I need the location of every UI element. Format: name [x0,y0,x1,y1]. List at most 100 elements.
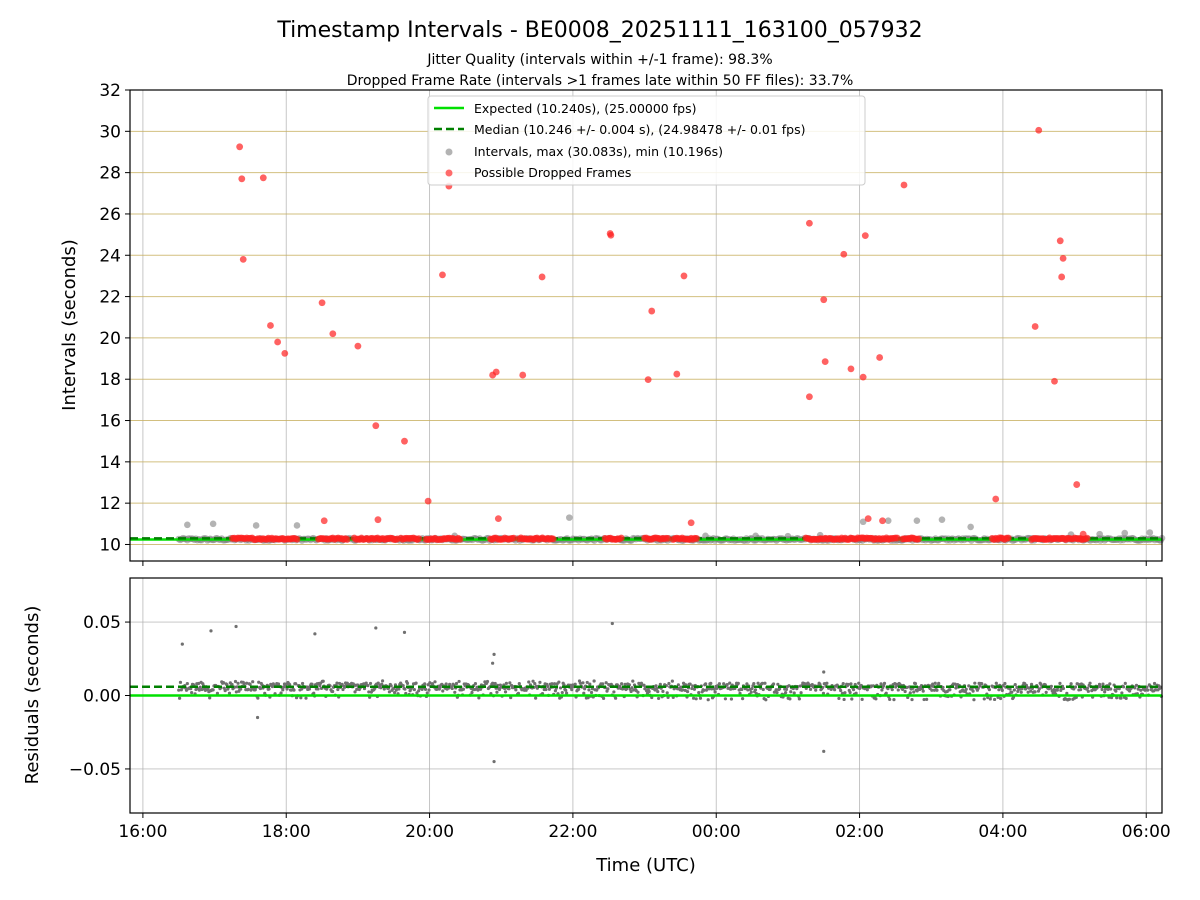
legend-dropped-label: Possible Dropped Frames [474,165,631,180]
intervals-ytick-label-8: 26 [99,205,121,225]
residual-point [764,698,768,702]
interval-point-1 [209,520,217,528]
dropped-frame-point [893,534,901,542]
residual-point [589,690,594,695]
residual-point [457,679,461,684]
dropped-frame-point-19 [494,515,502,523]
dropped-frame-point-46 [1058,273,1066,281]
residual-point [546,684,550,689]
residual-point [691,696,696,700]
residual-point [848,690,852,695]
residual-point [704,682,708,686]
residual-point [517,682,521,686]
residual-point [657,696,661,701]
residual-point [910,697,914,702]
intervals-ytick-label-5: 20 [99,329,121,349]
residual-point [336,687,340,692]
dropped-frame-point-24 [644,376,652,384]
residual-point [679,685,683,689]
residual-point [495,690,499,694]
intervals-ytick-label-3: 16 [99,412,121,432]
residual-outlier-10 [822,749,826,753]
dropped-frame-point-20 [519,371,527,379]
legend-intervals-marker [445,148,453,156]
residual-point [849,682,853,686]
residual-point [310,682,314,686]
residual-point [853,682,857,687]
residual-point [577,687,581,691]
residual-point [585,680,589,685]
residual-point [964,687,968,691]
residual-point [629,689,633,694]
residual-point [850,697,854,701]
residual-point [335,681,339,685]
residual-point [253,688,257,692]
dropped-frame-point-9 [329,330,337,338]
dropped-frame-point-14 [424,497,432,505]
residual-point [198,685,202,689]
residual-point [921,689,925,693]
residual-point [279,691,283,695]
interval-point-5 [566,514,573,521]
interval-point-14 [967,523,974,531]
residual-point [746,688,750,692]
residual-point [763,681,767,685]
residual-point [654,684,658,688]
interval-point-10 [859,518,867,526]
dropped-frame-point-29 [806,219,813,227]
residual-point [578,681,582,685]
residual-point [715,686,719,691]
residual-point [366,684,370,688]
residual-point [710,687,714,691]
dropped-frame-point [549,535,557,543]
residual-point [707,687,711,691]
residual-point [1020,687,1024,691]
x-tick-label-5: 02:00 [835,822,884,842]
residual-point [427,688,431,692]
residuals-data [130,621,1164,764]
residual-point [477,696,481,700]
residual-point [1103,687,1108,691]
residual-point [1145,685,1149,689]
residual-point [604,681,608,685]
residual-point [382,687,386,691]
residual-point [355,687,359,691]
residual-outlier-6 [492,652,496,656]
residual-point [1101,682,1105,686]
x-tick-label-0: 16:00 [118,822,167,842]
residual-point [178,680,183,684]
residual-point [1037,687,1041,691]
residual-point [740,687,744,692]
residual-point [553,689,558,693]
residual-point [215,691,220,696]
residual-point [1086,689,1090,693]
residual-point [1134,683,1139,687]
residual-point [533,681,537,686]
residual-point [713,690,717,694]
residual-point [299,696,303,700]
x-tick-label-4: 00:00 [692,822,741,842]
residual-point [461,687,465,691]
residual-point [851,688,856,692]
residual-point [741,697,745,701]
residual-point [582,691,586,695]
residual-point [1026,690,1030,694]
interval-point-12 [913,517,921,525]
residual-point [690,686,694,691]
residual-point [860,697,864,701]
interval-point-8 [784,532,792,540]
residual-outlier-12 [255,715,260,720]
residual-point [423,682,427,686]
residual-point [655,686,659,691]
residual-point [1124,696,1128,700]
residual-point [1114,689,1118,693]
residual-point [681,688,685,692]
dropped-frame-point-49 [1079,530,1087,538]
residual-point [728,681,732,685]
residual-point [428,681,432,685]
residual-point [729,697,734,701]
residual-point [606,687,610,691]
residual-point [1000,688,1004,693]
dropped-frame-point-30 [806,393,813,401]
residual-point [854,691,858,695]
